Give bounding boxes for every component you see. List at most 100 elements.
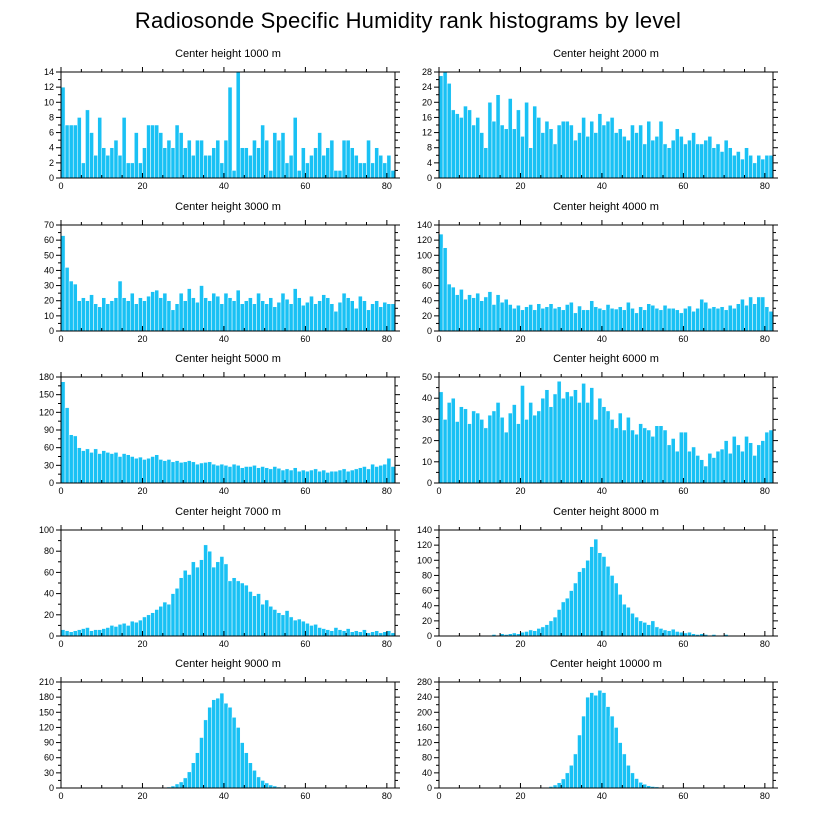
histogram-bar xyxy=(178,292,184,332)
histogram-bar xyxy=(756,155,762,179)
histogram-bar xyxy=(329,303,335,332)
histogram-bar xyxy=(687,139,692,179)
histogram-bar xyxy=(174,783,180,789)
y-tick-label: 2 xyxy=(49,158,54,168)
y-tick-label: 0 xyxy=(49,326,54,336)
y-tick-label: 10 xyxy=(422,457,432,467)
histogram-bar xyxy=(613,427,619,484)
histogram-bar xyxy=(642,309,647,332)
x-tick-label: 0 xyxy=(58,791,63,801)
y-tick-label: 210 xyxy=(39,677,54,687)
histogram-bar xyxy=(438,75,444,179)
histogram-bar xyxy=(719,448,725,484)
histogram-bar xyxy=(256,147,261,179)
histogram-bar xyxy=(617,306,623,332)
histogram-bar xyxy=(703,301,709,332)
histogram-bar xyxy=(313,468,318,484)
histogram-bar xyxy=(235,289,241,332)
histogram-bar xyxy=(362,466,367,484)
histogram-bar xyxy=(658,628,664,637)
histogram-bar xyxy=(662,629,668,637)
y-tick-label: 0 xyxy=(427,631,432,641)
histogram-bar xyxy=(736,444,741,484)
histogram-bar xyxy=(178,781,184,789)
histogram-bar xyxy=(605,120,611,179)
x-tick-label: 20 xyxy=(515,639,525,649)
histogram-bar xyxy=(581,383,586,484)
histogram-bar xyxy=(370,303,375,332)
histogram-bar xyxy=(520,385,525,484)
histogram-bar xyxy=(674,309,680,332)
histogram-panel: 0 20 40 60 80 0 10 20 30 40 50 xyxy=(422,372,778,496)
histogram-bar xyxy=(154,454,159,484)
y-tick-label: 0 xyxy=(427,478,432,488)
histogram-bar xyxy=(85,448,90,484)
histogram-bar xyxy=(613,308,619,332)
histogram-bar xyxy=(89,452,94,484)
histogram-panel: 0 20 40 60 80 0 20 40 60 80 100 120 140 xyxy=(417,220,778,344)
histogram-bar xyxy=(125,162,131,179)
histogram-bar xyxy=(227,466,233,484)
histogram-bar xyxy=(125,454,131,484)
histogram-bar xyxy=(174,588,180,637)
histogram-bar xyxy=(503,128,509,179)
y-tick-label: 180 xyxy=(39,372,54,382)
histogram-bar xyxy=(634,778,639,789)
histogram-bar xyxy=(134,621,139,637)
histogram-bar xyxy=(272,306,278,332)
histogram-bar xyxy=(109,625,115,637)
histogram-bar xyxy=(166,459,172,484)
panel-title: Center height 2000 m xyxy=(553,48,659,60)
histogram-bar xyxy=(638,124,643,179)
y-tick-label: 40 xyxy=(44,589,54,599)
histogram-bar xyxy=(207,706,212,789)
histogram-bar xyxy=(630,308,635,332)
histogram-bar xyxy=(634,616,639,637)
histogram-bar xyxy=(711,306,717,332)
histogram-bar xyxy=(487,414,493,484)
histogram-bar xyxy=(666,444,672,484)
histogram-bar xyxy=(727,305,733,332)
histogram-bar xyxy=(284,298,290,332)
x-tick-label: 60 xyxy=(678,639,688,649)
histogram-bar xyxy=(589,546,595,637)
histogram-bar xyxy=(679,631,684,637)
y-tick-label: 8 xyxy=(427,143,432,153)
histogram-bar xyxy=(105,155,111,179)
histogram-bar xyxy=(459,117,464,179)
histogram-bar xyxy=(235,727,241,789)
histogram-bar xyxy=(109,453,115,484)
histogram-bar xyxy=(573,312,578,332)
histogram-bar xyxy=(764,306,770,332)
histogram-bar xyxy=(577,402,582,484)
histogram-bar xyxy=(552,308,558,332)
histogram-bar xyxy=(370,631,375,637)
histogram-bar xyxy=(670,628,676,637)
histogram-bar xyxy=(487,102,493,179)
histogram-bar xyxy=(252,770,257,789)
histogram-bar xyxy=(581,117,586,179)
y-tick-label: 240 xyxy=(417,692,432,702)
histogram-bar xyxy=(386,458,392,484)
x-tick-label: 0 xyxy=(58,486,63,496)
histogram-bar xyxy=(260,300,265,332)
histogram-bar xyxy=(593,419,599,484)
x-tick-label: 0 xyxy=(58,181,63,191)
histogram-bar xyxy=(455,421,460,484)
histogram-bar xyxy=(687,305,692,332)
histogram-bar xyxy=(325,629,331,637)
histogram-bar xyxy=(211,147,217,179)
histogram-bar xyxy=(292,288,298,332)
histogram-bar xyxy=(532,105,537,179)
histogram-bar xyxy=(252,595,257,637)
histogram-bar xyxy=(203,155,208,179)
y-tick-label: 100 xyxy=(417,555,432,565)
x-tick-label: 60 xyxy=(300,334,310,344)
x-tick-label: 40 xyxy=(597,181,607,191)
histogram-bar xyxy=(195,752,200,789)
histogram-bar xyxy=(715,450,721,484)
y-tick-label: 60 xyxy=(44,235,54,245)
histogram-bar xyxy=(337,170,343,179)
y-tick-label: 120 xyxy=(417,540,432,550)
x-tick-label: 0 xyxy=(436,791,441,801)
